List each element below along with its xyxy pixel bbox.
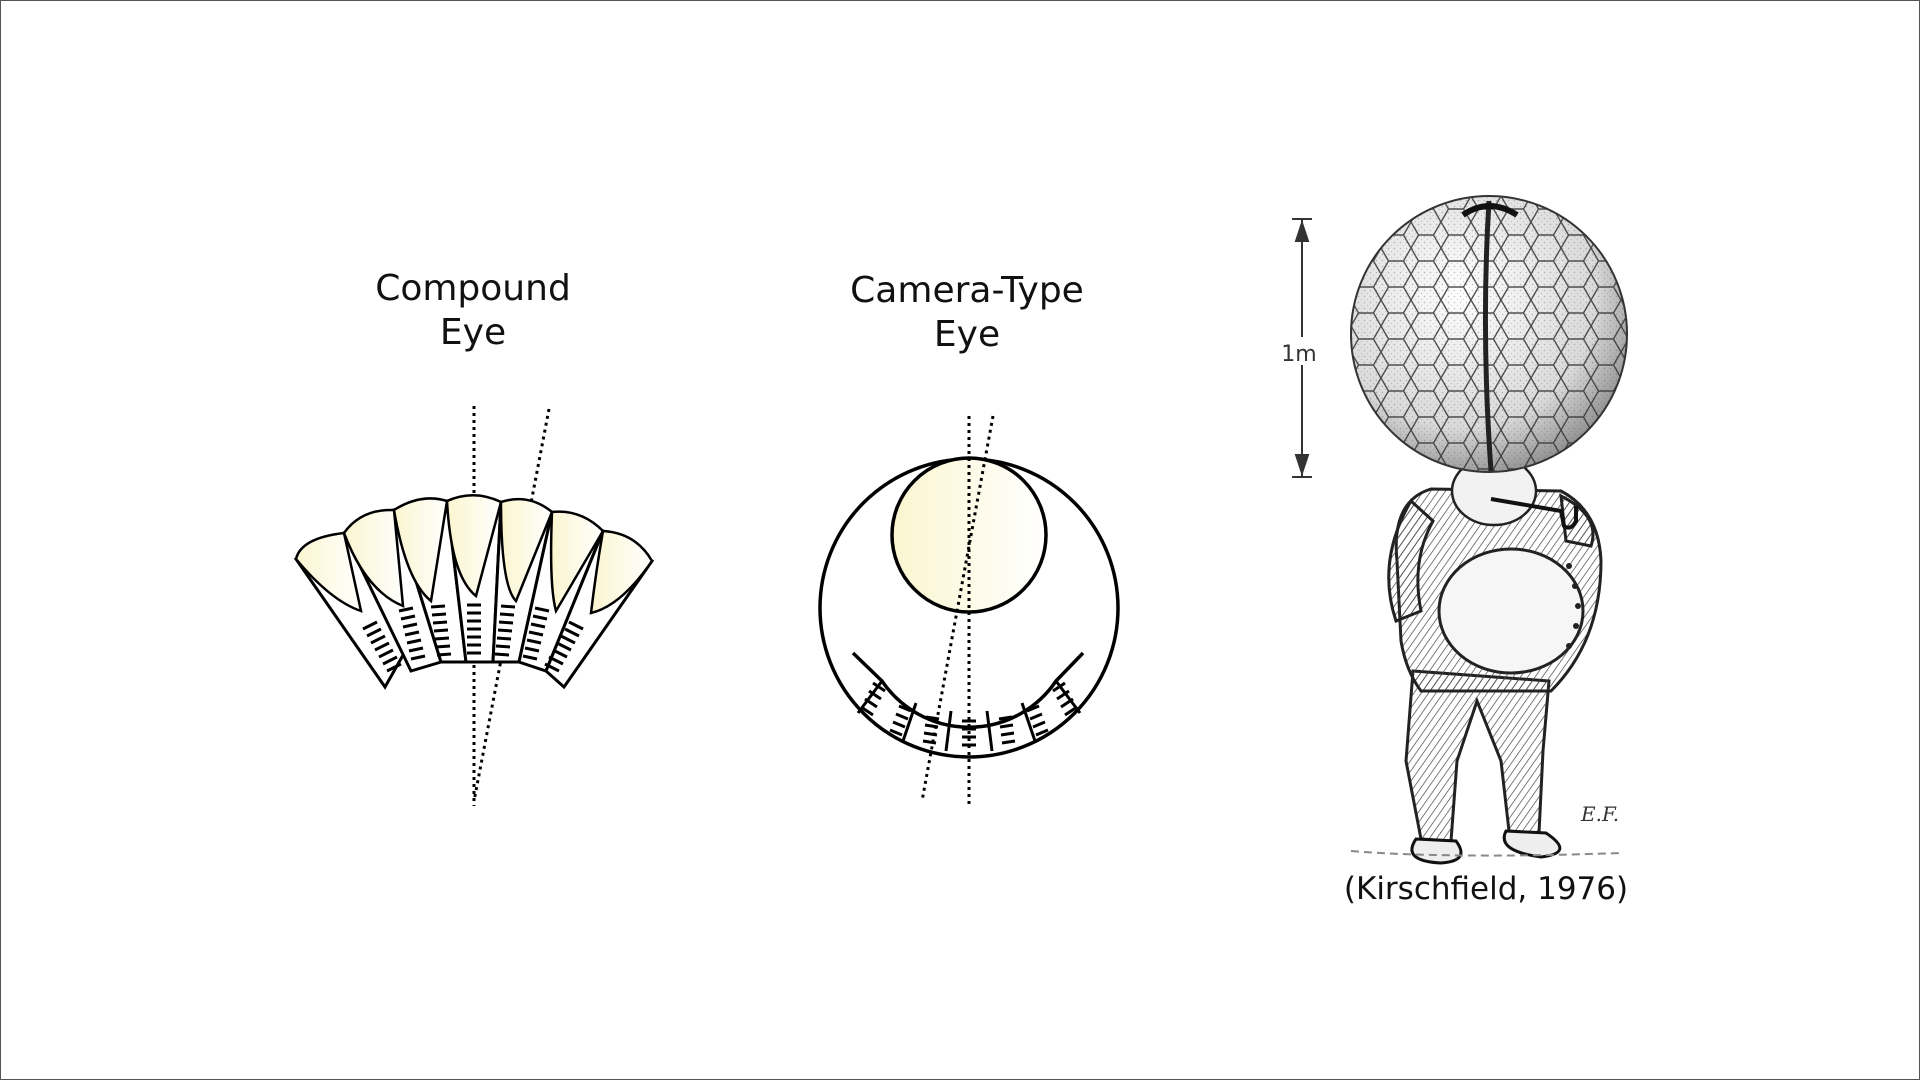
scale-label: 1m — [1281, 342, 1316, 367]
ground — [1350, 850, 1622, 857]
compound-eye-title-line2: Eye — [439, 312, 507, 353]
left-arm — [1387, 498, 1435, 623]
rhabdom-4 — [467, 603, 481, 655]
rhabdom-6 — [522, 606, 550, 661]
compound-eye-title-line1: Compound — [375, 268, 571, 309]
rhabdom-3 — [430, 604, 452, 657]
pipe — [1490, 497, 1578, 530]
head-center-seam — [1482, 200, 1494, 472]
right-shoe — [1502, 829, 1562, 859]
camera-eye-diagram — [818, 415, 1120, 806]
compound-eye-title: Compound Eye — [363, 267, 583, 355]
citation: (Kirschfield, 1976) — [1343, 871, 1629, 907]
belly — [1437, 547, 1585, 675]
artist-signature: E.F. — [1580, 802, 1619, 826]
rhabdom-1 — [362, 620, 402, 673]
compound-eye-diagram — [293, 406, 655, 806]
vest-buttons — [1566, 563, 1581, 649]
rhabdom-7 — [544, 620, 584, 673]
ommatidia-group — [293, 494, 655, 690]
rhabdom-5 — [494, 604, 516, 657]
giant-compound-eye-man-illustration: 1m — [1278, 195, 1628, 865]
camera-eye-title: Camera-Type Eye — [837, 269, 1097, 357]
ommatidium-3 — [392, 497, 468, 664]
photoreceptor-hatches — [860, 681, 1078, 747]
retina-outline — [851, 651, 1085, 729]
ommatidium-6 — [517, 509, 605, 673]
camera-eye-title-line1: Camera-Type — [850, 270, 1084, 311]
ommatidium-2 — [341, 507, 443, 673]
rhabdom-2 — [398, 606, 426, 661]
rhabdom-stacks — [362, 603, 584, 673]
camera-eye-title-line2: Eye — [933, 314, 1001, 355]
scale-label-bg — [1278, 337, 1320, 365]
ommatidium-7 — [544, 528, 655, 690]
left-shoe — [1410, 837, 1463, 865]
compound-eye-head — [1350, 195, 1628, 473]
hair-tuft — [1461, 203, 1519, 218]
legs — [1404, 669, 1551, 843]
ommatidium-4 — [445, 494, 503, 664]
camera-ray-oblique — [920, 415, 995, 802]
